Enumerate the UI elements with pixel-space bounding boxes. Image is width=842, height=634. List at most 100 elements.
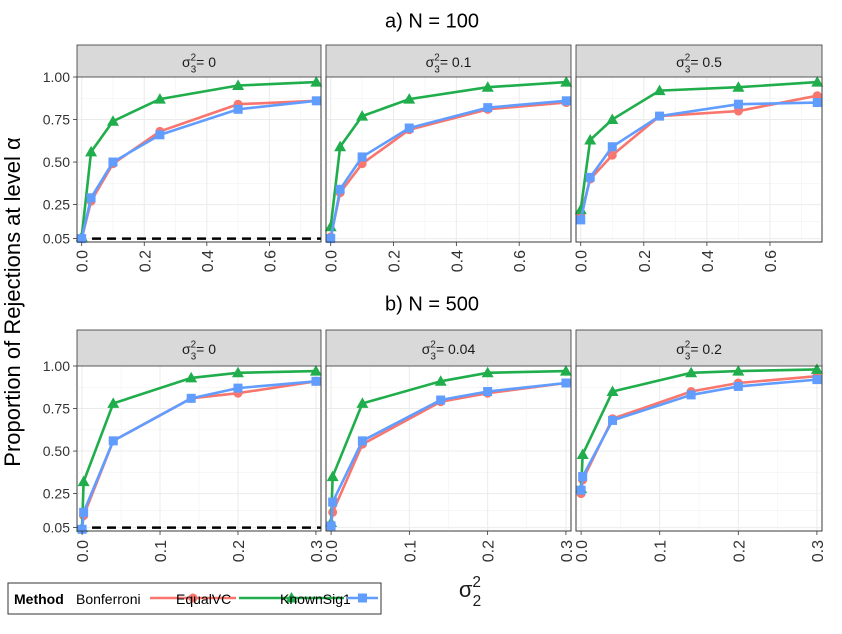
point-equalvc [560,76,573,87]
panel-0-1: σ2 3= 0.1 0.0 0.2 0.4 0.6 [324,44,573,272]
point-knownsig1 [108,436,118,446]
x-tick-label: 0.1 [402,540,419,562]
x-tick-label: 0.6 [763,250,780,272]
point-knownsig1 [607,142,617,152]
point-knownsig1 [733,381,743,391]
point-equalvc [559,365,572,376]
x-tick-label: 0.2 [387,250,404,272]
point-equalvc [653,84,666,96]
point-knownsig1 [79,507,89,517]
point-equalvc [732,365,745,376]
x-tick-label: 0.2 [137,250,154,272]
point-equalvc [606,385,619,397]
legend-title: Method [14,591,64,607]
y-tick-label: 0.75 [43,401,70,417]
x-tick-label: 0.0 [574,540,591,562]
point-equalvc [309,365,322,376]
panel-1-0: σ2 3= 0 0.0 0.1 0.2 0.3 0.05 0.25 0.50 0.75 1.00 [43,329,326,562]
point-equalvc [732,81,745,92]
legend-label-equalvc: EqualVC [176,591,231,607]
point-equalvc [810,363,823,374]
y-tick-label: 0.25 [43,197,70,213]
point-equalvc [481,366,494,378]
facet-strip [76,44,322,78]
point-knownsig1 [436,395,446,405]
y-tick-label: 1.00 [43,69,70,85]
x-tick-label: 0.6 [512,250,529,272]
facet-strip-label: σ2 3= 0.1 [426,53,472,76]
point-knownsig1 [326,521,336,531]
x-tick-label: 0.2 [231,540,248,562]
y-tick-label: 0.50 [43,154,70,170]
point-knownsig1 [483,387,493,397]
y-tick-label: 0.50 [43,443,70,459]
panel-border [575,365,823,532]
point-equalvc [153,93,166,104]
point-knownsig1 [812,375,822,385]
panel-0-2: σ2 3= 0.5 0.0 0.2 0.4 0.6 [574,44,824,272]
x-tick-label: 0.4 [449,250,466,272]
point-knownsig1 [483,103,493,113]
series-line-equalvc [329,80,567,227]
x-tick-label: 0.2 [481,540,498,562]
point-knownsig1 [86,193,96,203]
series-line-equalvc [80,369,316,528]
point-equalvc [85,145,98,157]
point-knownsig1 [233,383,243,393]
facet-strip-label: σ2 3= 0 [182,53,216,76]
point-bonferroni [812,91,822,101]
point-equalvc [811,76,824,87]
series-line-equalvc [579,80,818,210]
x-tick-label: 0.0 [75,250,92,272]
point-equalvc [403,93,416,104]
legend-key-marker-knownsig1 [358,593,367,603]
facet-strip-label: σ2 3= 0 [182,340,216,363]
point-equalvc [606,113,619,125]
x-tick-label: 0.6 [262,250,279,272]
legend: Method Bonferroni EqualVC KnownSig1 [7,582,382,615]
x-tick-label: 0.1 [153,540,170,562]
point-equalvc [434,375,447,386]
point-knownsig1 [608,415,618,425]
series-line-knownsig1 [329,99,567,239]
legend-key-marker-bonferroni [188,593,198,603]
point-knownsig1 [686,390,696,400]
point-equalvc [576,448,589,459]
point-knownsig1 [404,123,414,133]
x-tick-label: 0.0 [324,250,341,272]
x-tick-label: 0.2 [731,540,748,562]
facet-strip [325,44,572,78]
point-equalvc [334,140,347,152]
y-tick-label: 0.75 [43,112,70,128]
x-tick-label: 0.2 [637,250,654,272]
point-knownsig1 [578,472,588,482]
point-knownsig1 [77,234,87,244]
point-knownsig1 [328,497,338,507]
point-knownsig1 [335,184,345,194]
y-tick-label: 0.05 [43,231,70,247]
y-axis-label: Proportion of Rejections at level α [0,137,25,467]
panel-border [325,76,572,243]
x-tick-label: 0.0 [75,540,92,562]
point-equalvc [356,397,369,408]
point-knownsig1 [357,152,367,162]
panel-border [76,76,322,243]
panel-1-2: σ2 3= 0.2 0.0 0.1 0.2 0.3 [574,329,827,562]
point-equalvc [356,110,369,121]
point-knownsig1 [155,130,165,140]
facet-strip-label: σ2 3= 0.5 [676,53,722,76]
chart-title-b: b) N = 500 [385,293,479,315]
point-knownsig1 [186,393,196,403]
point-knownsig1 [233,104,243,114]
point-knownsig1 [77,524,87,534]
x-tick-label: 0.4 [700,250,717,272]
point-bonferroni [607,150,617,160]
point-equalvc [310,76,323,87]
facet-strip [575,44,823,78]
point-knownsig1 [326,234,336,244]
panel-border [76,365,322,532]
point-knownsig1 [576,215,586,225]
y-tick-label: 0.05 [43,520,70,536]
point-knownsig1 [585,172,595,182]
